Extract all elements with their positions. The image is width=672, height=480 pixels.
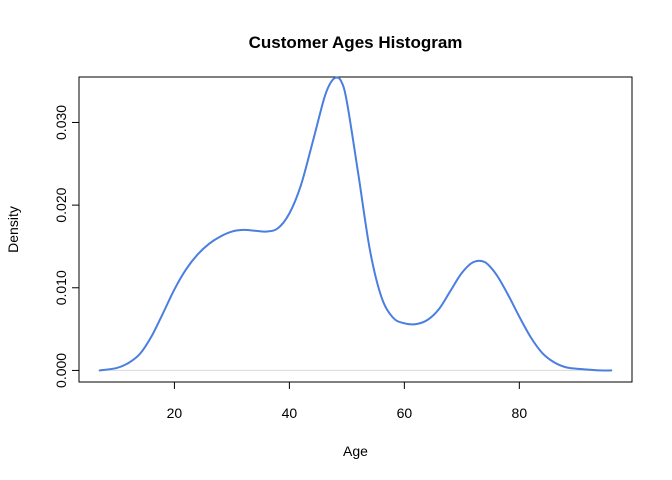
y-tick-label: 0.020 (53, 187, 69, 222)
density-line (98, 76, 613, 372)
x-tick-label: 80 (512, 405, 528, 421)
y-axis-label: Density (5, 206, 21, 253)
x-axis-label: Age (343, 443, 368, 459)
x-tick-label: 20 (167, 405, 183, 421)
chart-title: Customer Ages Histogram (249, 33, 463, 52)
x-axis: 20 40 60 80 (167, 381, 528, 421)
y-tick-label: 0.030 (53, 105, 69, 140)
x-tick-label: 40 (282, 405, 298, 421)
plot-frame (78, 76, 633, 383)
y-axis: 0.000 0.010 0.020 0.030 (53, 105, 80, 388)
y-tick-label: 0.000 (53, 353, 69, 388)
y-tick-label: 0.010 (53, 270, 69, 305)
series-layer (98, 76, 613, 372)
x-tick-label: 60 (397, 405, 413, 421)
